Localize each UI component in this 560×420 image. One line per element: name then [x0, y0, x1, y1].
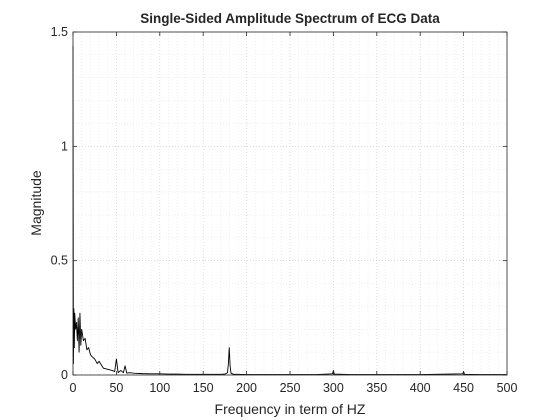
chart-title: Single-Sided Amplitude Spectrum of ECG D… — [140, 11, 440, 26]
x-tick-label: 400 — [410, 381, 431, 395]
x-axis-label: Frequency in term of HZ — [215, 401, 366, 417]
y-tick-label: 0 — [61, 368, 68, 382]
axis-ticks — [72, 31, 508, 376]
x-tick-label: 150 — [193, 381, 214, 395]
axis-tick-labels: 0 50 100 150 200 250 300 350 400 450 500 0 0.5 1 1.5 — [51, 25, 518, 395]
y-tick-label: 0.5 — [51, 254, 68, 268]
x-tick-label: 350 — [366, 381, 387, 395]
y-tick-label: 1.5 — [51, 25, 68, 39]
y-axis-label: Magnitude — [28, 170, 44, 236]
x-tick-label: 0 — [70, 381, 77, 395]
x-tick-label: 50 — [109, 381, 123, 395]
x-tick-label: 250 — [280, 381, 301, 395]
x-tick-label: 300 — [323, 381, 344, 395]
y-tick-label: 1 — [61, 139, 68, 153]
x-tick-label: 450 — [453, 381, 474, 395]
spectrum-series-line — [72, 45, 507, 375]
minor-grid — [73, 32, 507, 375]
x-tick-label: 200 — [236, 381, 257, 395]
x-tick-label: 500 — [497, 381, 518, 395]
x-tick-label: 100 — [149, 381, 170, 395]
series-layer — [72, 45, 507, 375]
